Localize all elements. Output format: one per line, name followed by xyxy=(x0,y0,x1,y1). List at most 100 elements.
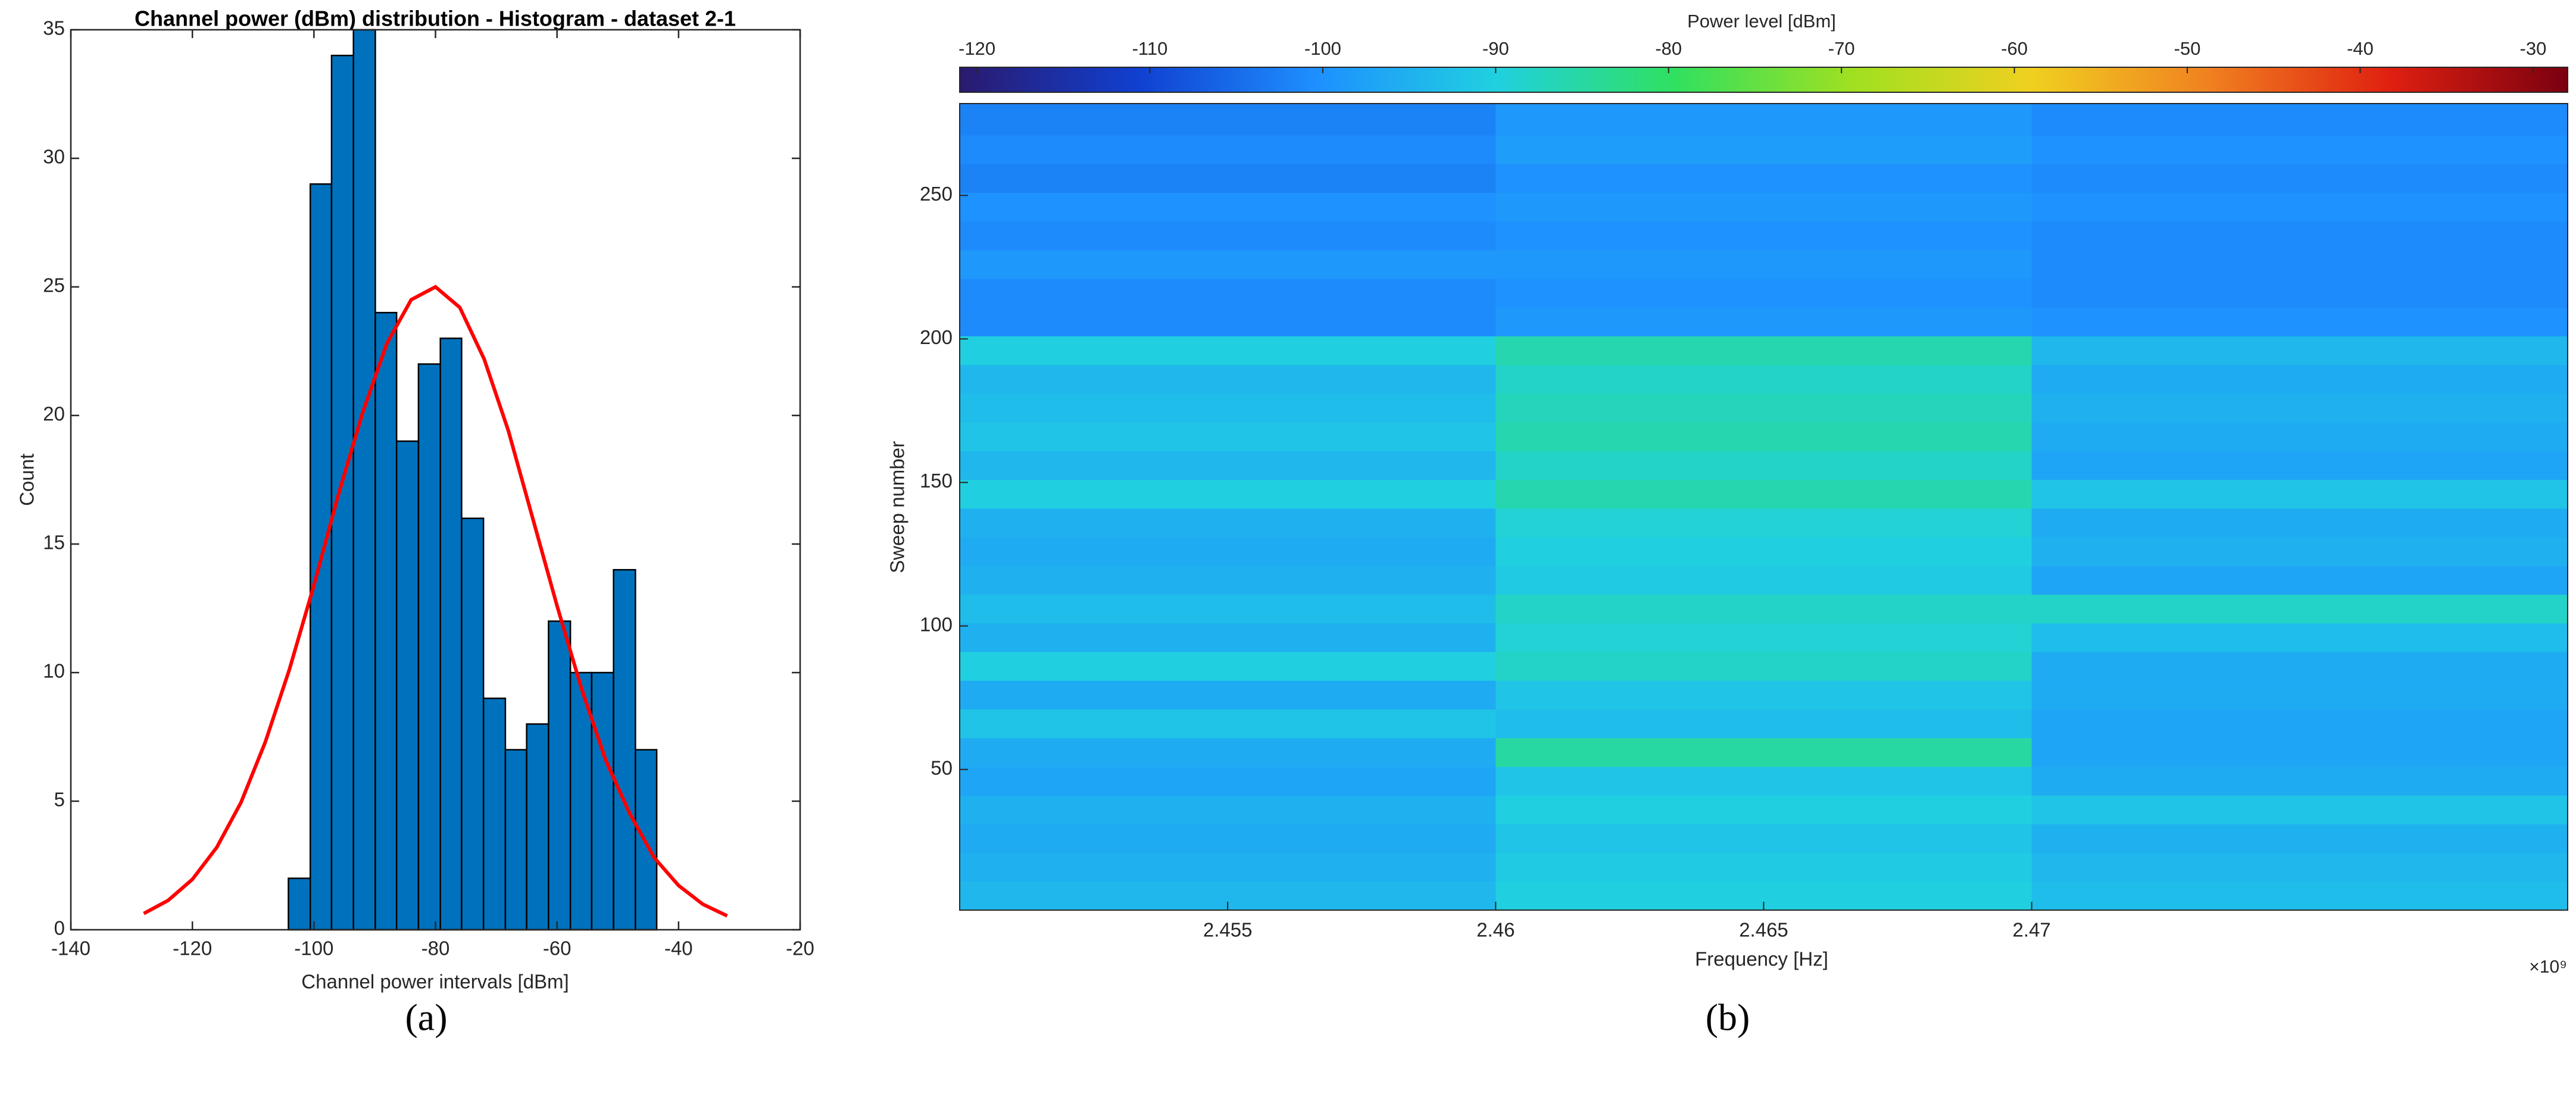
heat-cell xyxy=(2031,852,2568,882)
x-tick-label: 2.46 xyxy=(1476,919,1515,941)
y-axis-label: Sweep number xyxy=(886,441,908,573)
heat-cell xyxy=(960,249,1496,279)
heat-cell xyxy=(1495,422,2032,451)
bar xyxy=(417,363,441,931)
heat-cell xyxy=(1495,680,2032,710)
bar xyxy=(374,311,398,931)
heat-cell xyxy=(960,451,1496,480)
bar xyxy=(504,749,527,931)
y-tick-label: 15 xyxy=(43,532,65,554)
heat-cell xyxy=(960,364,1496,394)
heat-cell xyxy=(1495,565,2032,595)
colorbar-tick-label: -120 xyxy=(958,38,995,59)
colorbar xyxy=(959,67,2568,93)
y-tick-label: 0 xyxy=(54,917,65,939)
heat-cell xyxy=(1495,508,2032,537)
x-axis-label: Frequency [Hz] xyxy=(1695,948,1828,970)
heat-cell xyxy=(1495,192,2032,222)
heat-cell xyxy=(1495,393,2032,423)
colorbar-tick-label: -50 xyxy=(2174,38,2201,59)
heat-cell xyxy=(2031,623,2568,652)
x-tick-label: -120 xyxy=(173,937,212,960)
bar xyxy=(613,568,636,931)
heat-cell xyxy=(960,623,1496,652)
heat-cell xyxy=(1495,652,2032,681)
heat-cell xyxy=(1495,795,2032,824)
heat-cell xyxy=(1495,537,2032,566)
bar xyxy=(482,697,507,931)
heat-cell xyxy=(2031,537,2568,566)
heat-cell xyxy=(2031,221,2568,251)
heat-cell xyxy=(960,737,1496,767)
heat-cell xyxy=(1495,164,2032,193)
y-tick-label: 5 xyxy=(54,789,65,811)
heat-cell xyxy=(2031,249,2568,279)
heat-cell xyxy=(960,824,1496,854)
bar xyxy=(461,517,485,931)
heat-cell xyxy=(960,422,1496,451)
bar xyxy=(439,337,463,931)
colorbar-tick-label: -40 xyxy=(2347,38,2374,59)
heat-cell xyxy=(960,279,1496,308)
heat-cell xyxy=(2031,279,2568,308)
x-tick-label: -20 xyxy=(786,937,814,960)
heat-cell xyxy=(1495,479,2032,509)
heat-cell xyxy=(1495,279,2032,308)
heat-cell xyxy=(2031,192,2568,222)
x-tick-label: 2.465 xyxy=(1739,919,1788,941)
heat-cell xyxy=(960,221,1496,251)
bar xyxy=(548,620,572,931)
bar xyxy=(526,723,549,931)
heat-cell xyxy=(960,479,1496,509)
bar xyxy=(330,54,354,931)
bar xyxy=(591,671,614,931)
y-tick-label: 20 xyxy=(43,403,65,425)
heat-cell xyxy=(2031,795,2568,824)
y-tick-label: 50 xyxy=(931,757,953,779)
heat-cell xyxy=(960,652,1496,681)
colorbar-tick-label: -30 xyxy=(2520,38,2547,59)
colorbar-tick-label: -60 xyxy=(2001,38,2028,59)
colorbar-tick-label: -100 xyxy=(1304,38,1341,59)
heat-cell xyxy=(1495,451,2032,480)
heat-cell xyxy=(960,795,1496,824)
bar xyxy=(352,29,376,931)
heat-cell xyxy=(2031,104,2568,136)
heat-cell xyxy=(2031,479,2568,509)
y-tick-label: 10 xyxy=(43,660,65,682)
heat-cell xyxy=(2031,393,2568,423)
bar xyxy=(395,440,420,931)
heat-cell xyxy=(960,709,1496,739)
heat-cell xyxy=(960,766,1496,796)
heat-cell xyxy=(2031,364,2568,394)
heat-cell xyxy=(1495,135,2032,164)
x-tick-label: -100 xyxy=(294,937,333,960)
colorbar-tick-label: -70 xyxy=(1828,38,1855,59)
x-axis-label: Channel power intervals [dBm] xyxy=(301,971,569,993)
x-tick-label: -140 xyxy=(51,937,90,960)
heat-cell xyxy=(1495,336,2032,365)
heat-cell xyxy=(960,307,1496,337)
x-tick-label: -60 xyxy=(543,937,572,960)
y-tick-label: 200 xyxy=(920,326,953,348)
heat-cell xyxy=(2031,737,2568,767)
colorbar-tick-label: -80 xyxy=(1655,38,1682,59)
heat-cell xyxy=(2031,135,2568,164)
y-tick-label: 250 xyxy=(920,183,953,205)
heat-cell xyxy=(2031,565,2568,595)
heat-cell xyxy=(960,594,1496,624)
heat-cell xyxy=(960,336,1496,365)
heat-cell xyxy=(1495,307,2032,337)
y-tick-label: 35 xyxy=(43,17,65,39)
heat-cell xyxy=(960,565,1496,595)
heat-cell xyxy=(2031,881,2568,911)
x-tick-label: -40 xyxy=(664,937,693,960)
heat-cell xyxy=(960,537,1496,566)
heat-cell xyxy=(1495,623,2032,652)
heat-cell xyxy=(1495,709,2032,739)
heat-cell xyxy=(2031,594,2568,624)
heat-cell xyxy=(1495,249,2032,279)
heat-cell xyxy=(1495,824,2032,854)
y-tick-label: 150 xyxy=(920,470,953,492)
